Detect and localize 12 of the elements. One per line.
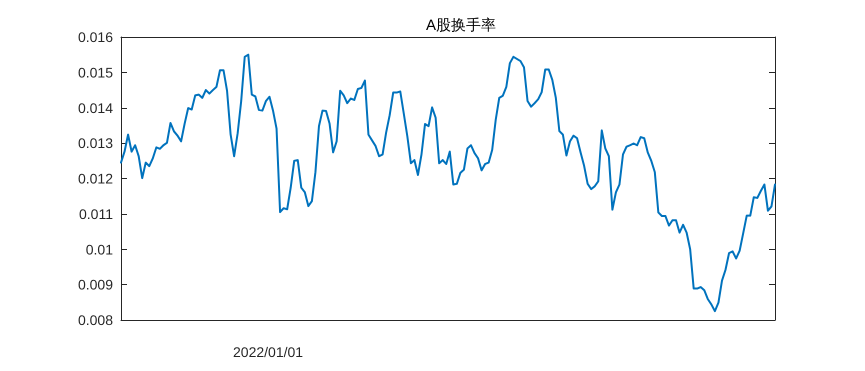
y-tick-label: 0.01: [86, 241, 114, 258]
y-tick-label: 0.013: [78, 135, 114, 152]
y-tick-label: 0.014: [78, 100, 114, 116]
y-tick-label: 0.009: [78, 276, 114, 293]
y-tick-label: 0.015: [78, 64, 114, 80]
chart-title: A股换手率: [426, 17, 496, 34]
y-tick-label: 0.016: [78, 29, 114, 45]
y-tick-label: 0.008: [78, 312, 114, 328]
line-series: [120, 54, 776, 312]
y-tick-label: 0.012: [78, 170, 114, 186]
text: 2022/01/01: [232, 344, 304, 360]
y-tick-label: 0.011: [79, 206, 114, 222]
